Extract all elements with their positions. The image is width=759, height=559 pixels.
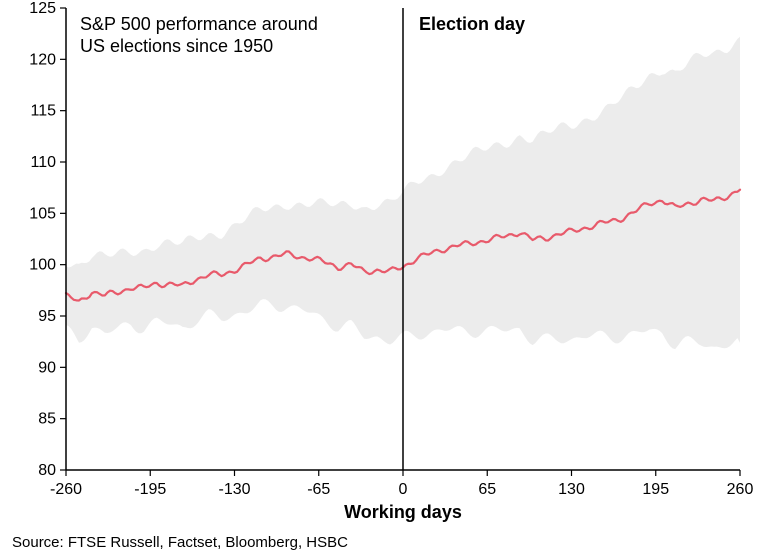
y-tick-label: 80	[38, 462, 56, 479]
y-tick-label: 120	[29, 51, 56, 68]
y-tick-label: 115	[30, 103, 56, 120]
annotation-left-1: S&P 500 performance around	[80, 14, 318, 34]
x-axis-title: Working days	[344, 502, 462, 522]
y-tick-label: 125	[29, 0, 56, 17]
x-tick-label: 130	[558, 481, 585, 498]
x-tick-label: 195	[642, 481, 669, 498]
source-caption: Source: FTSE Russell, Factset, Bloomberg…	[12, 534, 348, 551]
x-tick-label: 0	[399, 481, 408, 498]
y-tick-label: 110	[30, 154, 56, 171]
y-tick-label: 85	[38, 411, 56, 428]
chart-container: 80 85 90 95 100 105 110 115 120 125 -260 -195 -130 -6…	[0, 0, 759, 559]
x-tick-label: 65	[478, 481, 496, 498]
x-tick-label: -260	[50, 481, 82, 498]
y-tick-label: 95	[38, 308, 56, 325]
x-tick-label: -130	[218, 481, 250, 498]
x-tick-label: -195	[134, 481, 166, 498]
y-tick-label: 105	[29, 205, 56, 222]
annotation-left-2: US elections since 1950	[80, 36, 273, 56]
y-tick-label: 90	[38, 359, 56, 376]
x-tick-label: 260	[727, 481, 754, 498]
x-tick-label: -65	[307, 481, 330, 498]
annotation-election-day: Election day	[419, 14, 525, 34]
y-tick-label: 100	[29, 257, 56, 274]
line-chart: 80 85 90 95 100 105 110 115 120 125 -260 -195 -130 -6…	[0, 0, 759, 559]
